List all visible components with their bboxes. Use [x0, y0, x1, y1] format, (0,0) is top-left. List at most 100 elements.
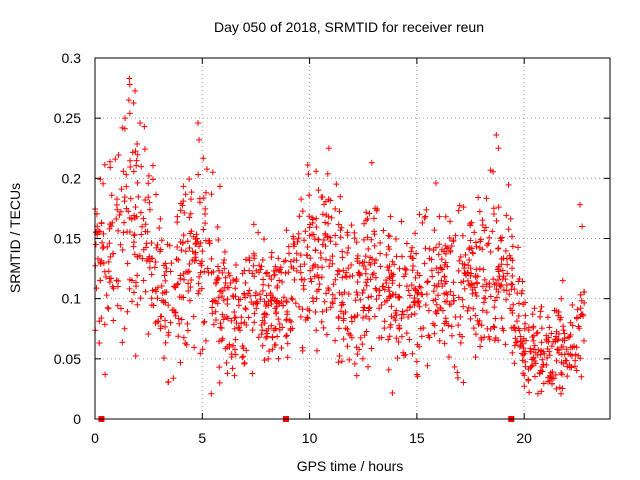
data-point — [568, 364, 575, 371]
data-point — [332, 232, 339, 239]
data-point — [425, 307, 432, 314]
data-point — [329, 253, 336, 260]
data-point — [529, 334, 536, 341]
data-point — [551, 307, 558, 314]
data-point — [571, 343, 578, 350]
data-point — [376, 305, 383, 312]
data-point — [511, 342, 518, 349]
data-point — [165, 302, 172, 309]
data-point — [356, 270, 363, 277]
data-point — [113, 215, 120, 222]
data-point — [473, 292, 480, 299]
data-point — [215, 275, 222, 282]
data-point — [572, 351, 579, 358]
data-point — [344, 229, 351, 236]
data-point — [470, 325, 477, 332]
data-point — [396, 325, 403, 332]
data-point — [109, 283, 116, 290]
data-point — [498, 255, 505, 262]
data-point — [506, 291, 513, 298]
data-point — [430, 297, 437, 304]
data-point — [193, 235, 200, 242]
data-point — [197, 350, 204, 357]
data-point — [105, 258, 112, 265]
data-point — [362, 270, 369, 277]
data-point — [503, 212, 510, 219]
data-point — [413, 371, 420, 378]
data-point — [544, 378, 551, 385]
data-point — [472, 331, 479, 338]
data-point — [309, 294, 316, 301]
data-point — [134, 301, 141, 308]
data-point — [332, 205, 339, 212]
data-point — [186, 297, 193, 304]
data-point — [548, 330, 555, 337]
data-point — [467, 315, 474, 322]
data-point — [121, 198, 128, 205]
data-point — [258, 321, 265, 328]
data-point — [360, 286, 367, 293]
data-point — [182, 340, 189, 347]
data-point — [233, 319, 240, 326]
data-point — [338, 358, 345, 365]
data-point — [313, 224, 320, 231]
data-point — [302, 317, 309, 324]
data-point — [120, 168, 127, 175]
data-point — [174, 244, 181, 251]
data-point — [553, 385, 560, 392]
data-point — [340, 315, 347, 322]
data-point — [423, 206, 430, 213]
data-point — [447, 301, 454, 308]
data-point — [559, 371, 566, 378]
data-point — [361, 220, 368, 227]
data-point — [484, 242, 491, 249]
data-point — [520, 351, 527, 358]
data-point — [345, 330, 352, 337]
data-point — [98, 314, 105, 321]
data-point — [557, 390, 564, 397]
data-point — [327, 304, 334, 311]
data-point — [226, 344, 233, 351]
data-point — [527, 345, 534, 352]
data-point — [186, 261, 193, 268]
data-point — [145, 180, 152, 187]
data-point — [176, 294, 183, 301]
data-point — [257, 291, 264, 298]
data-point — [455, 267, 462, 274]
data-point — [396, 265, 403, 272]
data-point — [475, 321, 482, 328]
data-point — [493, 132, 500, 139]
data-point — [304, 243, 311, 250]
data-point — [450, 237, 457, 244]
data-point — [208, 269, 215, 276]
data-point — [311, 273, 318, 280]
data-point — [215, 237, 222, 244]
data-point — [299, 208, 306, 215]
data-point — [356, 346, 363, 353]
data-point — [283, 317, 290, 324]
data-point — [98, 219, 105, 226]
data-point — [534, 390, 541, 397]
data-point — [526, 389, 533, 396]
data-point — [261, 320, 268, 327]
data-point — [558, 370, 565, 377]
data-point — [283, 332, 290, 339]
data-point — [209, 304, 216, 311]
data-point — [301, 276, 308, 283]
data-point — [282, 270, 289, 277]
data-point — [151, 264, 158, 271]
data-point — [415, 299, 422, 306]
data-point — [253, 267, 260, 274]
data-point — [118, 305, 125, 312]
data-point — [406, 292, 413, 299]
data-point — [382, 277, 389, 284]
data-point — [334, 267, 341, 274]
data-point — [500, 273, 507, 280]
data-point — [325, 286, 332, 293]
y-tick-label: 0.05 — [54, 351, 81, 367]
data-point — [504, 270, 511, 277]
data-point — [156, 248, 163, 255]
data-point — [509, 281, 516, 288]
data-point — [271, 271, 278, 278]
data-point — [418, 291, 425, 298]
